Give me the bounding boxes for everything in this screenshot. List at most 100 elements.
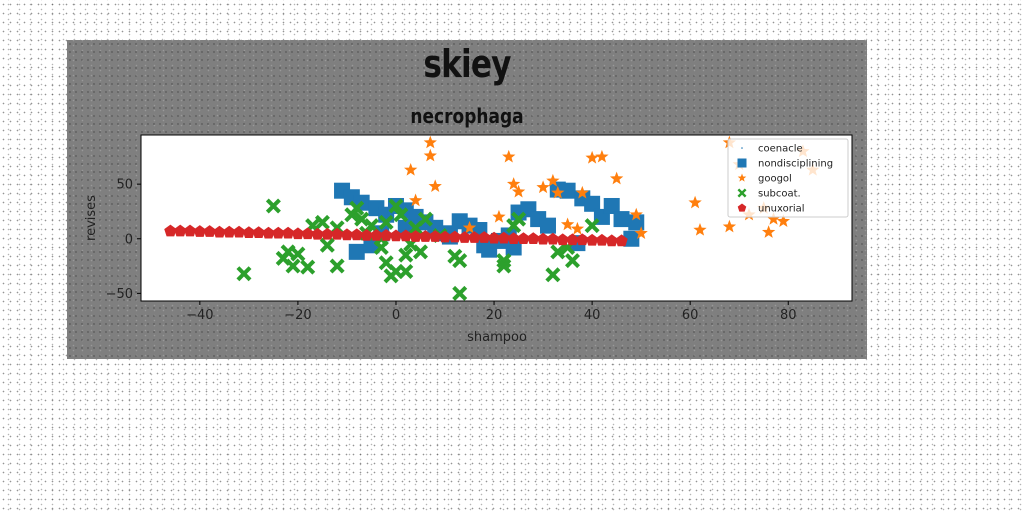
data-point — [776, 214, 791, 227]
data-point — [629, 207, 643, 221]
data-point — [242, 226, 256, 238]
data-point — [423, 135, 437, 149]
data-point — [291, 227, 305, 240]
data-point — [584, 195, 601, 212]
figure-title: skiey — [423, 42, 511, 86]
series-unuxorial — [164, 224, 628, 247]
data-point — [585, 233, 599, 246]
data-point — [615, 234, 628, 247]
data-point — [393, 207, 409, 223]
data-point — [560, 217, 575, 231]
data-point — [350, 228, 363, 241]
y-tick-label: 0 — [125, 232, 133, 247]
data-point — [458, 231, 471, 243]
legend-label: unuxorial — [758, 204, 805, 215]
data-point — [539, 217, 556, 234]
data-point — [576, 233, 589, 246]
data-point — [360, 228, 373, 241]
data-point — [452, 285, 468, 301]
data-point — [398, 264, 414, 280]
data-point — [301, 227, 314, 240]
data-point — [265, 198, 281, 214]
data-point — [761, 225, 776, 238]
data-point — [409, 230, 422, 242]
data-point — [628, 214, 645, 231]
x-tick-label: −20 — [284, 308, 311, 323]
data-point — [378, 214, 394, 230]
data-point — [566, 233, 579, 246]
data-point — [556, 233, 569, 246]
data-point — [428, 179, 442, 192]
data-point — [174, 224, 187, 237]
data-point — [349, 200, 365, 216]
axes-title: necrophaga — [410, 104, 524, 128]
chart-svg: −40 −20 0 20 40 60 80 −50 0 50 shampoo revises co… — [84, 134, 853, 345]
y-tick-label: 50 — [116, 178, 133, 193]
data-point — [419, 230, 432, 242]
data-point — [314, 214, 330, 230]
data-point — [330, 227, 344, 240]
data-point — [487, 231, 501, 244]
data-point — [550, 244, 566, 260]
data-point — [536, 232, 550, 245]
data-point — [183, 224, 197, 237]
data-point — [354, 211, 370, 227]
data-point — [300, 259, 316, 275]
data-point — [507, 232, 520, 245]
data-point — [634, 226, 648, 239]
data-marks — [164, 135, 820, 301]
data-point — [492, 209, 506, 223]
data-point — [584, 218, 600, 234]
data-point — [545, 267, 561, 283]
data-point — [389, 229, 403, 242]
x-tick-label: −40 — [186, 308, 213, 323]
data-point — [688, 195, 702, 209]
data-point — [272, 226, 285, 239]
data-point — [505, 239, 522, 256]
data-point — [236, 266, 252, 282]
data-point — [285, 258, 301, 274]
legend-label: nondisciplining — [758, 159, 833, 170]
data-point — [722, 219, 737, 233]
figure-canvas: skiey necrophaga −40 −20 0 20 40 60 80 −50 0 50 s… — [67, 40, 867, 359]
data-point — [605, 234, 618, 247]
data-point — [399, 229, 412, 242]
data-point — [609, 171, 624, 185]
data-point — [329, 258, 345, 274]
data-point — [570, 221, 585, 235]
data-point — [623, 230, 640, 247]
data-point — [262, 226, 275, 239]
legend-label: coenacle — [758, 144, 803, 155]
data-point — [497, 231, 511, 244]
data-point — [319, 237, 335, 253]
data-point — [311, 227, 324, 240]
y-tick-label: −50 — [106, 287, 133, 302]
legend-label: subcoat. — [758, 189, 801, 200]
data-point — [370, 228, 383, 241]
data-point — [193, 225, 207, 237]
data-point — [595, 149, 609, 163]
data-point — [507, 177, 521, 190]
data-point — [536, 180, 550, 194]
data-point — [527, 232, 540, 245]
data-point — [511, 211, 527, 227]
axis-ticks: −40 −20 0 20 40 60 80 −50 0 50 — [106, 178, 797, 323]
data-point — [321, 227, 334, 240]
data-point — [546, 173, 560, 187]
data-point — [348, 243, 365, 260]
data-point — [252, 226, 265, 238]
x-tick-label: 60 — [682, 308, 699, 323]
legend-marker — [737, 188, 747, 198]
series-subcoat- — [236, 198, 600, 301]
data-point — [398, 247, 414, 263]
data-point — [603, 197, 620, 214]
data-point — [452, 253, 468, 269]
legend-label: googol — [758, 174, 792, 185]
data-point — [575, 185, 589, 199]
data-point — [290, 246, 306, 262]
data-point — [511, 184, 526, 198]
data-point — [585, 150, 599, 164]
data-point — [502, 149, 516, 163]
data-point — [213, 225, 226, 238]
data-point — [408, 193, 423, 207]
